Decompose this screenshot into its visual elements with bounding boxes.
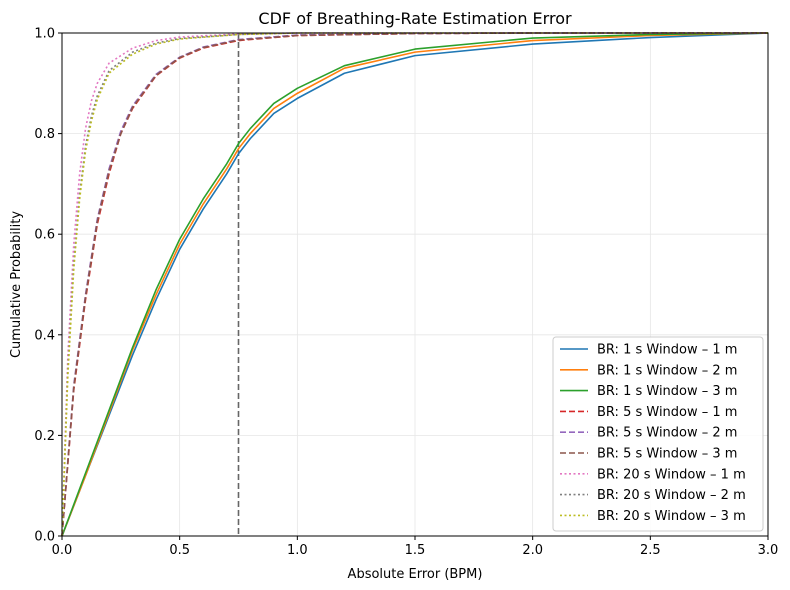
series-line-2 bbox=[61, 32, 769, 537]
y-tick-label: 0.2 bbox=[34, 429, 55, 444]
legend-label-1: BR: 1 s Window – 1 m bbox=[597, 343, 737, 358]
x-tick-label: 0.0 bbox=[52, 543, 73, 558]
legend-label-9: BR: 20 s Window – 3 m bbox=[597, 509, 746, 524]
legend-label-3: BR: 1 s Window – 3 m bbox=[597, 384, 737, 399]
y-tick-label: 0.6 bbox=[34, 228, 55, 243]
y-tick-label: 0.8 bbox=[34, 127, 55, 142]
legend-label-4: BR: 5 s Window – 1 m bbox=[597, 405, 737, 420]
x-axis-label: Absolute Error (BPM) bbox=[348, 567, 483, 582]
x-tick-label: 1.0 bbox=[287, 543, 308, 558]
x-axis-ticks: 0.0 0.5 1.0 1.5 2.0 2.5 3.0 bbox=[52, 536, 779, 558]
series-line-3 bbox=[61, 32, 769, 537]
x-tick-label: 1.5 bbox=[405, 543, 426, 558]
chart-title: CDF of Breathing-Rate Estimation Error bbox=[258, 9, 572, 28]
x-tick-label: 2.0 bbox=[522, 543, 543, 558]
y-tick-label: 0.0 bbox=[34, 530, 55, 545]
y-tick-label: 0.4 bbox=[34, 328, 55, 343]
series-line-1 bbox=[61, 32, 769, 537]
y-axis-label: Cumulative Probability bbox=[9, 211, 24, 358]
legend-label-6: BR: 5 s Window – 3 m bbox=[597, 447, 737, 462]
legend-label-5: BR: 5 s Window – 2 m bbox=[597, 426, 737, 441]
x-tick-label: 2.5 bbox=[640, 543, 661, 558]
x-tick-label: 3.0 bbox=[758, 543, 779, 558]
legend-label-7: BR: 20 s Window – 1 m bbox=[597, 467, 746, 482]
series-line-6 bbox=[61, 32, 768, 537]
series-layer bbox=[61, 32, 769, 537]
legend-label-8: BR: 20 s Window – 2 m bbox=[597, 488, 746, 503]
y-tick-label: 1.0 bbox=[34, 27, 55, 42]
legend: BR: 1 s Window – 1 m BR: 1 s Window – 2 m… bbox=[552, 336, 764, 532]
x-tick-label: 0.5 bbox=[169, 543, 190, 558]
legend-box bbox=[552, 336, 764, 532]
y-axis-ticks: 0.0 0.2 0.4 0.6 0.8 1.0 bbox=[34, 27, 62, 545]
legend-label-2: BR: 1 s Window – 2 m bbox=[597, 363, 737, 378]
